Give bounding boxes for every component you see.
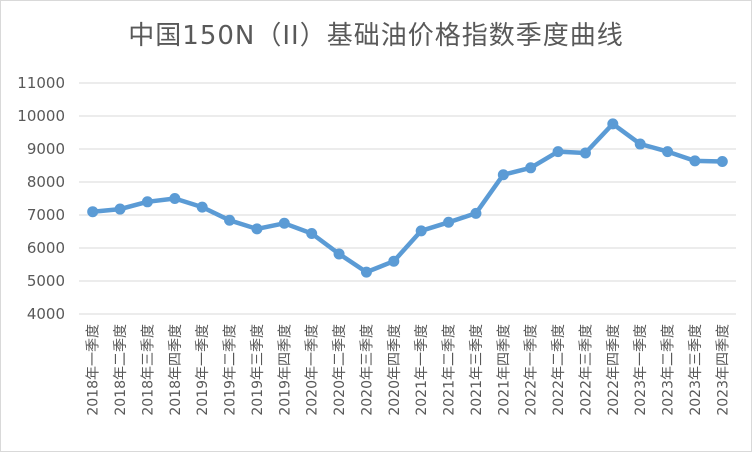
data-point (196, 201, 208, 213)
data-point (525, 162, 537, 174)
x-tick-label: 2020年一季度 (305, 324, 321, 416)
x-tick-label: 2018年一季度 (86, 324, 102, 416)
x-tick-label: 2020年二季度 (332, 324, 348, 416)
data-point (634, 138, 646, 150)
x-tick-label: 2021年一季度 (414, 324, 430, 416)
x-tick-label: 2020年三季度 (359, 324, 375, 416)
x-tick-label: 2018年二季度 (113, 324, 129, 416)
x-tick-label: 2019年二季度 (223, 324, 239, 416)
data-point (689, 155, 701, 167)
x-tick-label: 2021年二季度 (442, 324, 458, 416)
x-tick-label: 2021年三季度 (469, 324, 485, 416)
data-point (579, 147, 591, 159)
y-tick-label: 6000 (27, 239, 65, 257)
data-point (251, 223, 263, 235)
y-tick-label: 4000 (27, 305, 65, 323)
x-tick-label: 2022年一季度 (524, 324, 540, 416)
x-tick-label: 2019年四季度 (277, 324, 293, 416)
y-axis-ticks: 4000 5000 6000 7000 8000 9000 10000 11000 (17, 74, 65, 323)
data-point (360, 266, 372, 278)
x-tick-label: 2022年三季度 (578, 324, 594, 416)
data-point (607, 118, 619, 130)
data-point (470, 207, 482, 219)
data-point (224, 214, 236, 226)
x-tick-label: 2023年二季度 (661, 324, 677, 416)
x-tick-label: 2022年四季度 (606, 324, 622, 416)
x-tick-label: 2018年三季度 (140, 324, 156, 416)
data-point (141, 196, 153, 208)
y-tick-label: 10000 (17, 107, 65, 125)
data-point (552, 146, 564, 158)
x-tick-label: 2021年四季度 (496, 324, 512, 416)
x-tick-label: 2023年四季度 (715, 324, 731, 416)
data-point (333, 248, 345, 260)
y-tick-label: 11000 (17, 74, 65, 92)
x-tick-label: 2023年三季度 (688, 324, 704, 416)
data-point (662, 146, 674, 158)
data-point (443, 216, 455, 228)
series-line (90, 121, 725, 275)
data-point (415, 225, 427, 237)
data-point (114, 203, 126, 215)
y-tick-label: 7000 (27, 206, 65, 224)
x-tick-label: 2020年四季度 (387, 324, 403, 416)
data-point (716, 156, 728, 168)
data-point (497, 169, 509, 181)
y-tick-label: 9000 (27, 140, 65, 158)
x-axis-ticks: 2018年一季度 2018年二季度 2018年三季度 2018年四季度 2019年一季度… (86, 324, 732, 416)
y-tick-label: 5000 (27, 272, 65, 290)
x-tick-label: 2019年三季度 (250, 324, 266, 416)
data-point (306, 227, 318, 239)
x-tick-label: 2023年一季度 (633, 324, 649, 416)
y-tick-label: 8000 (27, 173, 65, 191)
data-point (169, 193, 181, 204)
x-tick-label: 2022年二季度 (551, 324, 567, 416)
data-point (278, 217, 290, 229)
series-layer (87, 118, 728, 278)
data-point (87, 206, 99, 218)
x-tick-label: 2019年一季度 (195, 324, 211, 416)
chart-title: 中国150N（II）基础油价格指数季度曲线 (128, 21, 624, 51)
data-point (388, 255, 400, 267)
x-tick-label: 2018年四季度 (168, 324, 184, 416)
